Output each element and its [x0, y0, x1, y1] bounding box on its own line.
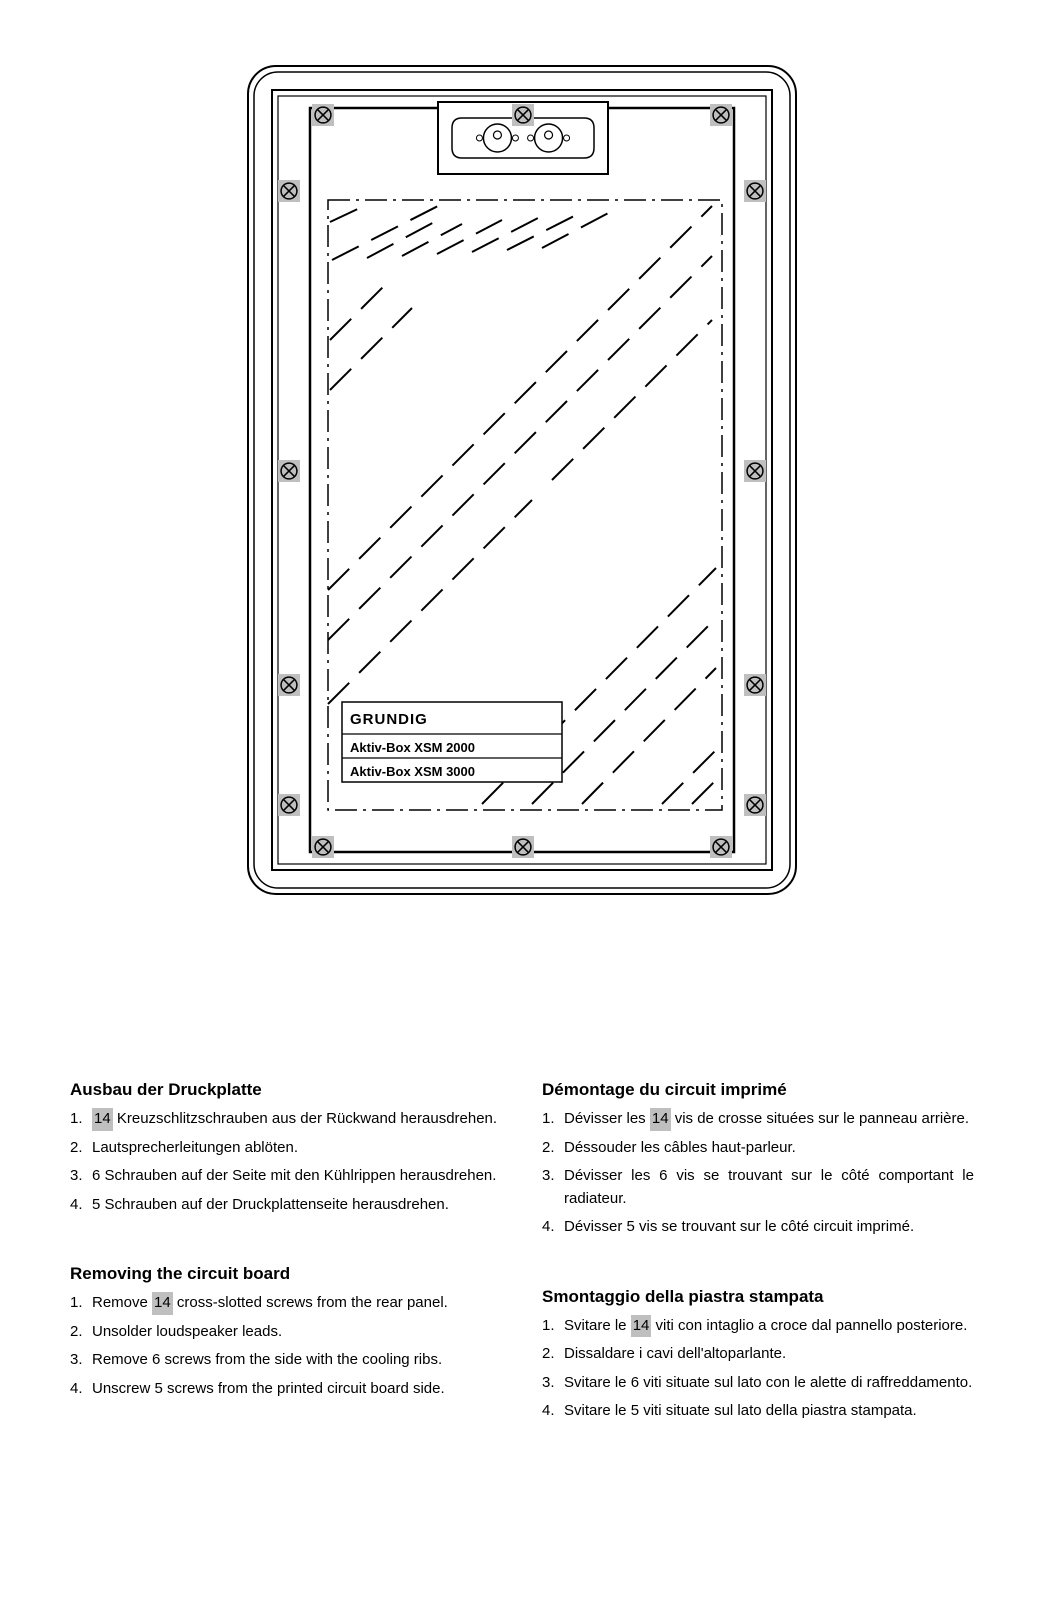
step-item: Unsolder loudspeaker leads.	[70, 1321, 502, 1344]
section-fr-steps: Dévisser les 14 vis de crosse situées su…	[542, 1108, 974, 1239]
device-diagram: GRUNDIG Aktiv-Box XSM 2000 Aktiv-Box XSM 3…	[242, 60, 802, 900]
step-item: 6 Schrauben auf der Seite mit den Kühlri…	[70, 1165, 502, 1188]
step-item: Unscrew 5 screws from the printed circui…	[70, 1378, 502, 1401]
step-item: Remove 6 screws from the side with the c…	[70, 1349, 502, 1372]
diagram-container: GRUNDIG Aktiv-Box XSM 2000 Aktiv-Box XSM 3…	[242, 60, 802, 900]
step-item: Svitare le 14 viti con intaglio a croce …	[542, 1315, 974, 1338]
highlighted-number: 14	[92, 1108, 113, 1131]
section-en-title: Removing the circuit board	[70, 1264, 502, 1284]
step-item: Dévisser les 14 vis de crosse situées su…	[542, 1108, 974, 1131]
step-item: 5 Schrauben auf der Druckplattenseite he…	[70, 1194, 502, 1217]
page: GRUNDIG Aktiv-Box XSM 2000 Aktiv-Box XSM 3…	[0, 0, 1044, 1600]
step-item: Remove 14 cross-slotted screws from the …	[70, 1292, 502, 1315]
step-item: Svitare le 6 viti situate sul lato con l…	[542, 1372, 974, 1395]
section-en-steps: Remove 14 cross-slotted screws from the …	[70, 1292, 502, 1400]
svg-text:Aktiv-Box XSM 2000: Aktiv-Box XSM 2000	[350, 740, 475, 755]
section-en: Removing the circuit board Remove 14 cro…	[70, 1264, 502, 1400]
step-item: Dévisser 5 vis se trouvant sur le côté c…	[542, 1216, 974, 1239]
section-it: Smontaggio della piastra stampata Svitar…	[542, 1287, 974, 1423]
section-fr: Démontage du circuit imprimé Dévisser le…	[542, 1080, 974, 1239]
svg-text:GRUNDIG: GRUNDIG	[350, 711, 428, 728]
section-fr-title: Démontage du circuit imprimé	[542, 1080, 974, 1100]
step-item: Déssouder les câbles haut-parleur.	[542, 1137, 974, 1160]
section-it-title: Smontaggio della piastra stampata	[542, 1287, 974, 1307]
step-item: Dévisser les 6 vis se trouvant sur le cô…	[542, 1165, 974, 1210]
svg-text:Aktiv-Box XSM 3000: Aktiv-Box XSM 3000	[350, 764, 475, 779]
step-item: 14 Kreuzschlitzschrauben aus der Rückwan…	[70, 1108, 502, 1131]
step-item: Dissaldare i cavi dell'altoparlante.	[542, 1343, 974, 1366]
text-columns: Ausbau der Druckplatte 14 Kreuzschlitzsc…	[70, 1080, 974, 1471]
section-it-steps: Svitare le 14 viti con intaglio a croce …	[542, 1315, 974, 1423]
highlighted-number: 14	[152, 1292, 173, 1315]
step-item: Svitare le 5 viti situate sul lato della…	[542, 1400, 974, 1423]
right-column: Démontage du circuit imprimé Dévisser le…	[542, 1080, 974, 1471]
section-de: Ausbau der Druckplatte 14 Kreuzschlitzsc…	[70, 1080, 502, 1216]
left-column: Ausbau der Druckplatte 14 Kreuzschlitzsc…	[70, 1080, 502, 1471]
highlighted-number: 14	[650, 1108, 671, 1131]
section-de-title: Ausbau der Druckplatte	[70, 1080, 502, 1100]
highlighted-number: 14	[631, 1315, 652, 1338]
step-item: Lautsprecherleitungen ablöten.	[70, 1137, 502, 1160]
section-de-steps: 14 Kreuzschlitzschrauben aus der Rückwan…	[70, 1108, 502, 1216]
